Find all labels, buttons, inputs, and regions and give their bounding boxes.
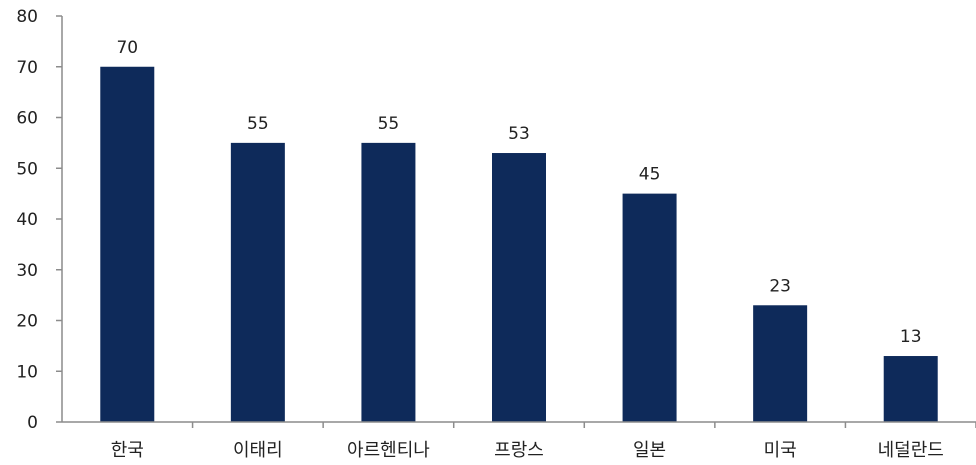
data-label: 45 [639, 165, 661, 185]
x-category-label: 아르헨티나 [347, 440, 430, 461]
x-category-label: 프랑스 [494, 440, 544, 461]
data-labels: 70 55 55 53 45 23 13 [116, 38, 921, 347]
data-label: 53 [508, 124, 530, 144]
x-category-label: 미국 [764, 440, 797, 461]
y-tick-label: 60 [16, 109, 38, 129]
x-category-label: 이태리 [233, 440, 283, 461]
bar [753, 305, 808, 422]
bar [622, 193, 677, 422]
data-label: 70 [116, 38, 138, 58]
data-label: 55 [247, 114, 269, 134]
data-label: 23 [769, 276, 791, 296]
bar [492, 153, 546, 422]
data-label: 13 [900, 327, 922, 347]
y-tick-label: 50 [16, 159, 38, 179]
y-axis: 0 10 20 30 40 50 60 70 80 [16, 7, 63, 433]
x-category-label: 네덜란드 [878, 440, 944, 461]
bars [100, 66, 938, 422]
bar [361, 142, 416, 422]
x-category-label: 한국 [111, 440, 144, 461]
data-label: 55 [378, 114, 400, 134]
y-tick-label: 0 [27, 413, 38, 433]
y-tick-label: 70 [16, 58, 38, 78]
bar [100, 66, 155, 422]
y-tick-label: 40 [16, 210, 38, 230]
y-tick-label: 80 [16, 7, 38, 27]
x-axis: 한국 이태리 아르헨티나 프랑스 일본 미국 네덜란드 [62, 421, 976, 461]
y-tick-label: 20 [16, 312, 38, 332]
y-tick-label: 30 [16, 261, 38, 281]
y-tick-label: 10 [16, 362, 38, 382]
x-category-label: 일본 [633, 440, 666, 461]
bar [883, 356, 938, 422]
bar [230, 142, 285, 422]
